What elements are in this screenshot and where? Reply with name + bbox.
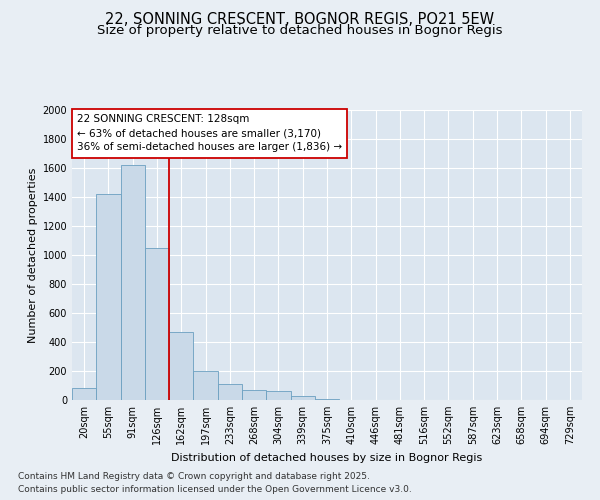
Bar bbox=[290, 396, 315, 400]
Bar bbox=[242, 390, 266, 400]
Text: Contains public sector information licensed under the Open Government Licence v3: Contains public sector information licen… bbox=[18, 485, 412, 494]
Text: Contains HM Land Registry data © Crown copyright and database right 2025.: Contains HM Land Registry data © Crown c… bbox=[18, 472, 370, 481]
Bar bbox=[266, 392, 290, 400]
Text: 22 SONNING CRESCENT: 128sqm
← 63% of detached houses are smaller (3,170)
36% of : 22 SONNING CRESCENT: 128sqm ← 63% of det… bbox=[77, 114, 342, 152]
Bar bbox=[121, 165, 145, 400]
X-axis label: Distribution of detached houses by size in Bognor Regis: Distribution of detached houses by size … bbox=[172, 452, 482, 462]
Bar bbox=[169, 332, 193, 400]
Bar bbox=[193, 371, 218, 400]
Bar bbox=[218, 384, 242, 400]
Y-axis label: Number of detached properties: Number of detached properties bbox=[28, 168, 38, 342]
Bar bbox=[96, 194, 121, 400]
Bar bbox=[315, 398, 339, 400]
Bar bbox=[72, 388, 96, 400]
Text: 22, SONNING CRESCENT, BOGNOR REGIS, PO21 5EW: 22, SONNING CRESCENT, BOGNOR REGIS, PO21… bbox=[106, 12, 494, 28]
Bar bbox=[145, 248, 169, 400]
Text: Size of property relative to detached houses in Bognor Regis: Size of property relative to detached ho… bbox=[97, 24, 503, 37]
